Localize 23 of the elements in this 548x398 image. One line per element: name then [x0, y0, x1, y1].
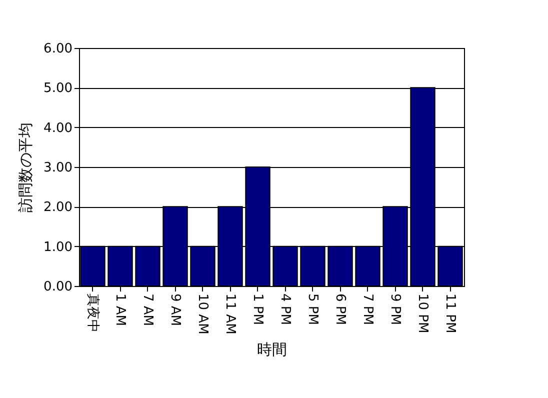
- y-tick-label: 6.00: [44, 42, 72, 56]
- y-tick-label: 5.00: [44, 81, 72, 96]
- x-tick-label: 5 PM: [304, 294, 320, 325]
- x-tick-label: 9 AM: [167, 294, 182, 326]
- x-tick-label: 6 PM: [332, 294, 348, 325]
- y-tick-label: 3.00: [44, 160, 72, 176]
- x-tick-label: 11 AM: [222, 294, 238, 334]
- y-tick-label: 4.00: [44, 120, 72, 136]
- x-tick-label: 真夜中: [84, 294, 101, 332]
- y-axis-title: 訪問数の平均: [16, 122, 35, 212]
- x-tick-label: 7 PM: [360, 294, 375, 325]
- x-axis-title: 時間: [257, 340, 287, 358]
- y-tick-label: 0.00: [44, 280, 72, 294]
- x-tick-label: 10 AM: [194, 294, 210, 334]
- x-tick-label: 1 AM: [112, 294, 128, 326]
- x-tick-label: 10 PM: [414, 294, 430, 334]
- x-tick-label: 9 PM: [387, 294, 402, 325]
- x-tick-label: 11 PM: [442, 294, 458, 334]
- x-tick-label: 4 PM: [277, 294, 292, 325]
- x-tick-label: 1 PM: [250, 294, 265, 325]
- y-tick-label: 1.00: [44, 240, 72, 255]
- x-tick-label: 7 AM: [140, 294, 155, 326]
- y-tick-label: 2.00: [44, 200, 72, 216]
